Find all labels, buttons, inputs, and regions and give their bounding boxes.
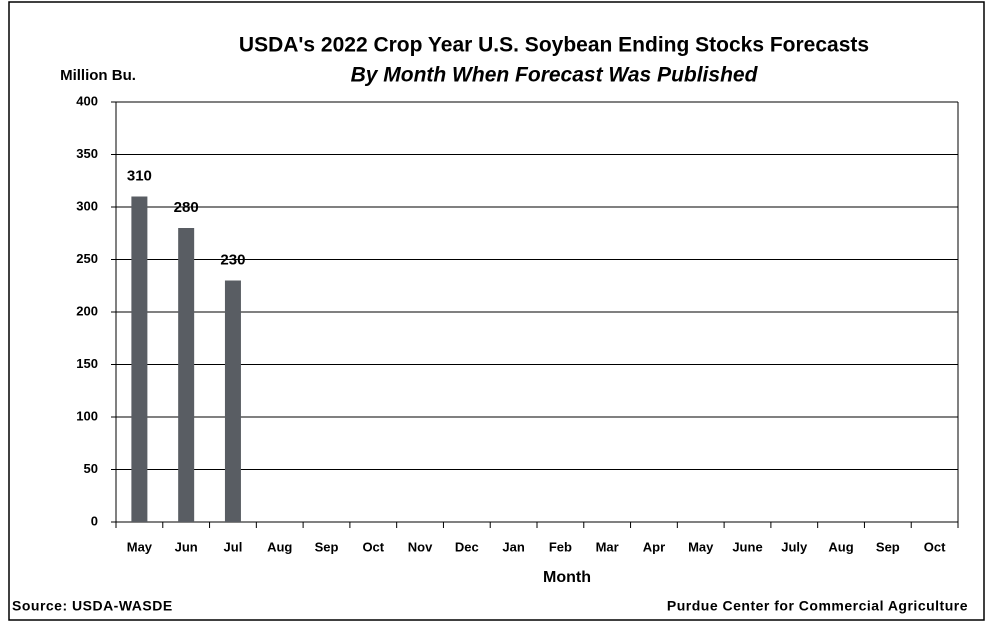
x-tick-label: Mar (596, 539, 619, 554)
source: Source: USDA-WASDE (12, 598, 173, 614)
x-tick-label: Oct (362, 539, 384, 554)
chart-subtitle: By Month When Forecast Was Published (351, 64, 759, 87)
data-label: 310 (127, 167, 152, 184)
bar (131, 196, 148, 522)
x-axis-label: Month (543, 569, 591, 586)
y-tick-label: 300 (76, 198, 98, 213)
x-tick-label: Sep (876, 539, 900, 554)
x-tick-label: Jan (502, 539, 524, 554)
chart-title: USDA's 2022 Crop Year U.S. Soybean Endin… (239, 34, 869, 57)
x-tick-label: Feb (549, 539, 572, 554)
bar (224, 280, 241, 522)
y-tick-label: 150 (76, 356, 98, 371)
x-tick-label: Dec (455, 539, 479, 554)
x-tick-label: Aug (267, 539, 292, 554)
x-tick-label: May (688, 539, 714, 554)
x-tick-label: Apr (643, 539, 665, 554)
y-axis-label: Million Bu. (60, 67, 136, 84)
y-tick-label: 0 (91, 513, 98, 528)
bar (178, 228, 195, 522)
y-tick-label: 350 (76, 146, 98, 161)
x-tick-label: Jun (175, 539, 198, 554)
data-label: 280 (174, 199, 199, 216)
y-tick-label: 400 (76, 93, 98, 108)
x-tick-label: June (732, 539, 762, 554)
y-tick-label: 200 (76, 303, 98, 318)
y-tick-label: 250 (76, 251, 98, 266)
x-tick-label: Oct (924, 539, 946, 554)
x-tick-label: Jul (224, 539, 243, 554)
x-tick-label: Nov (408, 539, 433, 554)
data-label: 230 (220, 251, 245, 268)
x-tick-label: Aug (828, 539, 853, 554)
x-tick-label: Sep (315, 539, 339, 554)
y-tick-label: 100 (76, 408, 98, 423)
x-tick-label: May (127, 539, 153, 554)
x-tick-label: July (781, 539, 808, 554)
frame (8, 1, 985, 621)
credit: Purdue Center for Commercial Agriculture (667, 598, 968, 614)
y-tick-label: 50 (84, 461, 98, 476)
